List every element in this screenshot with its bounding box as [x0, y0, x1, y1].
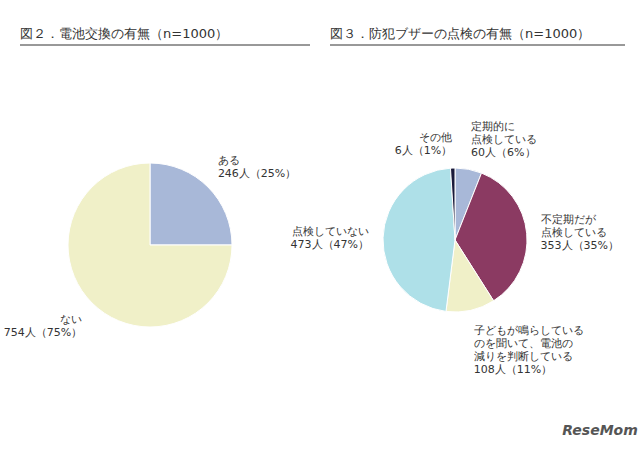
slice-label: ない754人（75%） [4, 313, 82, 339]
pie-panel: 図２．電池交換の有無（n=1000） ある246人（25%） ない754人（75%） [4, 26, 310, 339]
slice-labels: ある246人（25%） ない754人（75%） [4, 154, 297, 339]
value-label: 246人（25%） [218, 167, 296, 180]
value-label: 754人（75%） [4, 326, 82, 339]
chart-title: 図２．電池交換の有無（n=1000） [20, 26, 228, 41]
category-label-line: ない [60, 313, 82, 326]
pie-slice [68, 163, 232, 327]
category-label: ある [218, 154, 240, 167]
value-label: 60人（6%） [471, 146, 535, 159]
chart-title: 図３．防犯ブザーの点検の有無（n=1000） [330, 26, 590, 41]
category-label-line: その他 [419, 131, 452, 144]
slice-labels: 定期的に点検している60人（6%）不定期だが点検している353人（35%）子ども… [291, 120, 619, 377]
value-label: 353人（35%） [541, 239, 619, 252]
category-label-line: ある [218, 154, 240, 167]
category-label-line: 不定期だが [541, 213, 597, 226]
category-label: 子どもが鳴らしているのを聞いて、電池の減りを判断している [474, 324, 584, 363]
watermark: ReseMom [562, 422, 638, 438]
category-label-line: のを聞いて、電池の [474, 337, 573, 350]
category-label-line: 子どもが鳴らしている [474, 324, 584, 337]
slice-label: 不定期だが点検している353人（35%） [541, 213, 619, 252]
pie-panel: 図３．防犯ブザーの点検の有無（n=1000）定期的に点検している60人（6%）不… [291, 26, 625, 376]
category-label: 定期的に点検している [471, 120, 537, 146]
slice-label: 点検していない473人（47%） [291, 225, 369, 251]
chart-root: 図２．電池交換の有無（n=1000） ある246人（25%） ない754人（75%）… [0, 0, 640, 450]
category-label-line: 点検している [541, 226, 607, 239]
title-underline [20, 45, 310, 46]
pie-slice [450, 168, 455, 240]
pie [68, 163, 232, 327]
value-label: 473人（47%） [291, 238, 369, 251]
title-underline [330, 45, 625, 46]
pie [383, 168, 527, 312]
slice-label: 定期的に点検している60人（6%） [471, 120, 537, 159]
category-label: 不定期だが点検している [541, 213, 607, 239]
category-label-line: 点検している [471, 133, 537, 146]
slice-label: その他6人（1%） [395, 131, 452, 157]
category-label: 点検していない [292, 225, 369, 238]
category-label: その他 [419, 131, 452, 144]
value-label: 6人（1%） [395, 144, 452, 157]
value-label: 108人（11%） [474, 363, 552, 376]
category-label: ない [60, 313, 82, 326]
slice-label: ある246人（25%） [218, 154, 296, 180]
category-label-line: 減りを判断している [474, 350, 573, 363]
category-label-line: 点検していない [292, 225, 369, 238]
slice-label: 子どもが鳴らしているのを聞いて、電池の減りを判断している108人（11%） [474, 324, 584, 376]
pie-slice [383, 168, 455, 311]
category-label-line: 定期的に [471, 120, 515, 133]
